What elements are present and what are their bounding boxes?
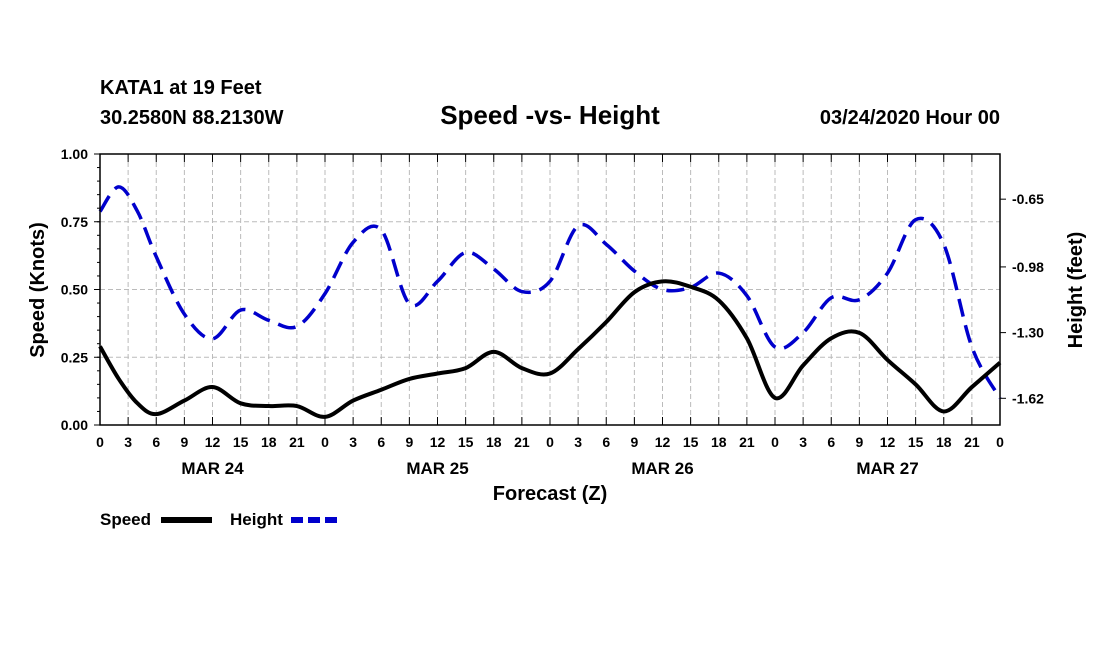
x-tick-label: 18 xyxy=(711,434,727,450)
x-tick-label: 18 xyxy=(936,434,952,450)
y-axis-title: Speed (Knots) xyxy=(27,222,49,358)
x-tick-label: 18 xyxy=(486,434,502,450)
legend: Speed Height xyxy=(100,510,342,529)
y-tick-label: 0.25 xyxy=(61,349,88,365)
plot-frame xyxy=(99,153,1001,426)
height-series-line xyxy=(98,185,1002,400)
x-tick-label: 18 xyxy=(261,434,277,450)
datetime-label: 03/24/2020 Hour 00 xyxy=(820,107,1000,129)
x-tick-label: 21 xyxy=(739,434,755,450)
x-tick-label: 0 xyxy=(96,434,104,450)
y-tick-label: 1.00 xyxy=(61,146,88,162)
y-tick-label: 0.50 xyxy=(61,282,88,298)
x-tick-label: 9 xyxy=(405,434,413,450)
y2-tick-label: -0.65 xyxy=(1012,191,1044,207)
y2-tick-label: -0.98 xyxy=(1012,259,1044,275)
x-tick-label: 3 xyxy=(349,434,357,450)
x-tick-label: 21 xyxy=(514,434,530,450)
x-tick-label: 3 xyxy=(574,434,582,450)
x-tick-label: 3 xyxy=(124,434,132,450)
x-tick-label: 12 xyxy=(655,434,671,450)
day-label: MAR 24 xyxy=(181,459,244,478)
x-tick-label: 12 xyxy=(880,434,896,450)
y2-axis-title: Height (feet) xyxy=(1065,232,1087,349)
x-tick-label: 9 xyxy=(180,434,188,450)
x-tick-label: 12 xyxy=(430,434,446,450)
x-tick-label: 15 xyxy=(458,434,474,450)
day-label: MAR 26 xyxy=(631,459,693,478)
x-tick-label: 9 xyxy=(855,434,863,450)
day-label: MAR 25 xyxy=(406,459,468,478)
x-tick-label: 0 xyxy=(996,434,1004,450)
x-tick-label: 21 xyxy=(964,434,980,450)
legend-height-label: Height xyxy=(230,510,283,529)
x-tick-label: 15 xyxy=(683,434,699,450)
x-tick-label: 15 xyxy=(233,434,249,450)
grid-lines xyxy=(100,154,1000,425)
x-tick-label: 12 xyxy=(205,434,221,450)
x-tick-label: 0 xyxy=(771,434,779,450)
y2-tick-label: -1.30 xyxy=(1012,325,1044,341)
x-tick-label: 6 xyxy=(377,434,385,450)
x-tick-label: 0 xyxy=(546,434,554,450)
x-tick-label: 0 xyxy=(321,434,329,450)
day-label: MAR 27 xyxy=(856,459,918,478)
y-tick-label: 0.75 xyxy=(61,214,88,230)
tick-labels: 0 3 6 9 12 15 18 21 0 3 6 9 12 15 18 21 0 3 6 9 12 15 18 21 0 3 6 9… xyxy=(61,146,1044,478)
coordinates-label: 30.2580N 88.2130W xyxy=(100,107,284,129)
x-tick-label: 3 xyxy=(799,434,807,450)
x-tick-label: 6 xyxy=(827,434,835,450)
legend-speed-label: Speed xyxy=(100,510,151,529)
x-tick-label: 6 xyxy=(152,434,160,450)
x-tick-label: 15 xyxy=(908,434,924,450)
station-label: KATA1 at 19 Feet xyxy=(100,77,262,99)
x-tick-label: 9 xyxy=(630,434,638,450)
x-tick-label: 21 xyxy=(289,434,305,450)
y-tick-label: 0.00 xyxy=(61,417,88,433)
series-lines xyxy=(98,185,1002,419)
y2-tick-label: -1.62 xyxy=(1012,390,1044,406)
chart-title: Speed -vs- Height xyxy=(440,100,660,130)
x-axis-title: Forecast (Z) xyxy=(493,483,607,505)
x-tick-label: 6 xyxy=(602,434,610,450)
speed-series-line xyxy=(98,279,1002,419)
